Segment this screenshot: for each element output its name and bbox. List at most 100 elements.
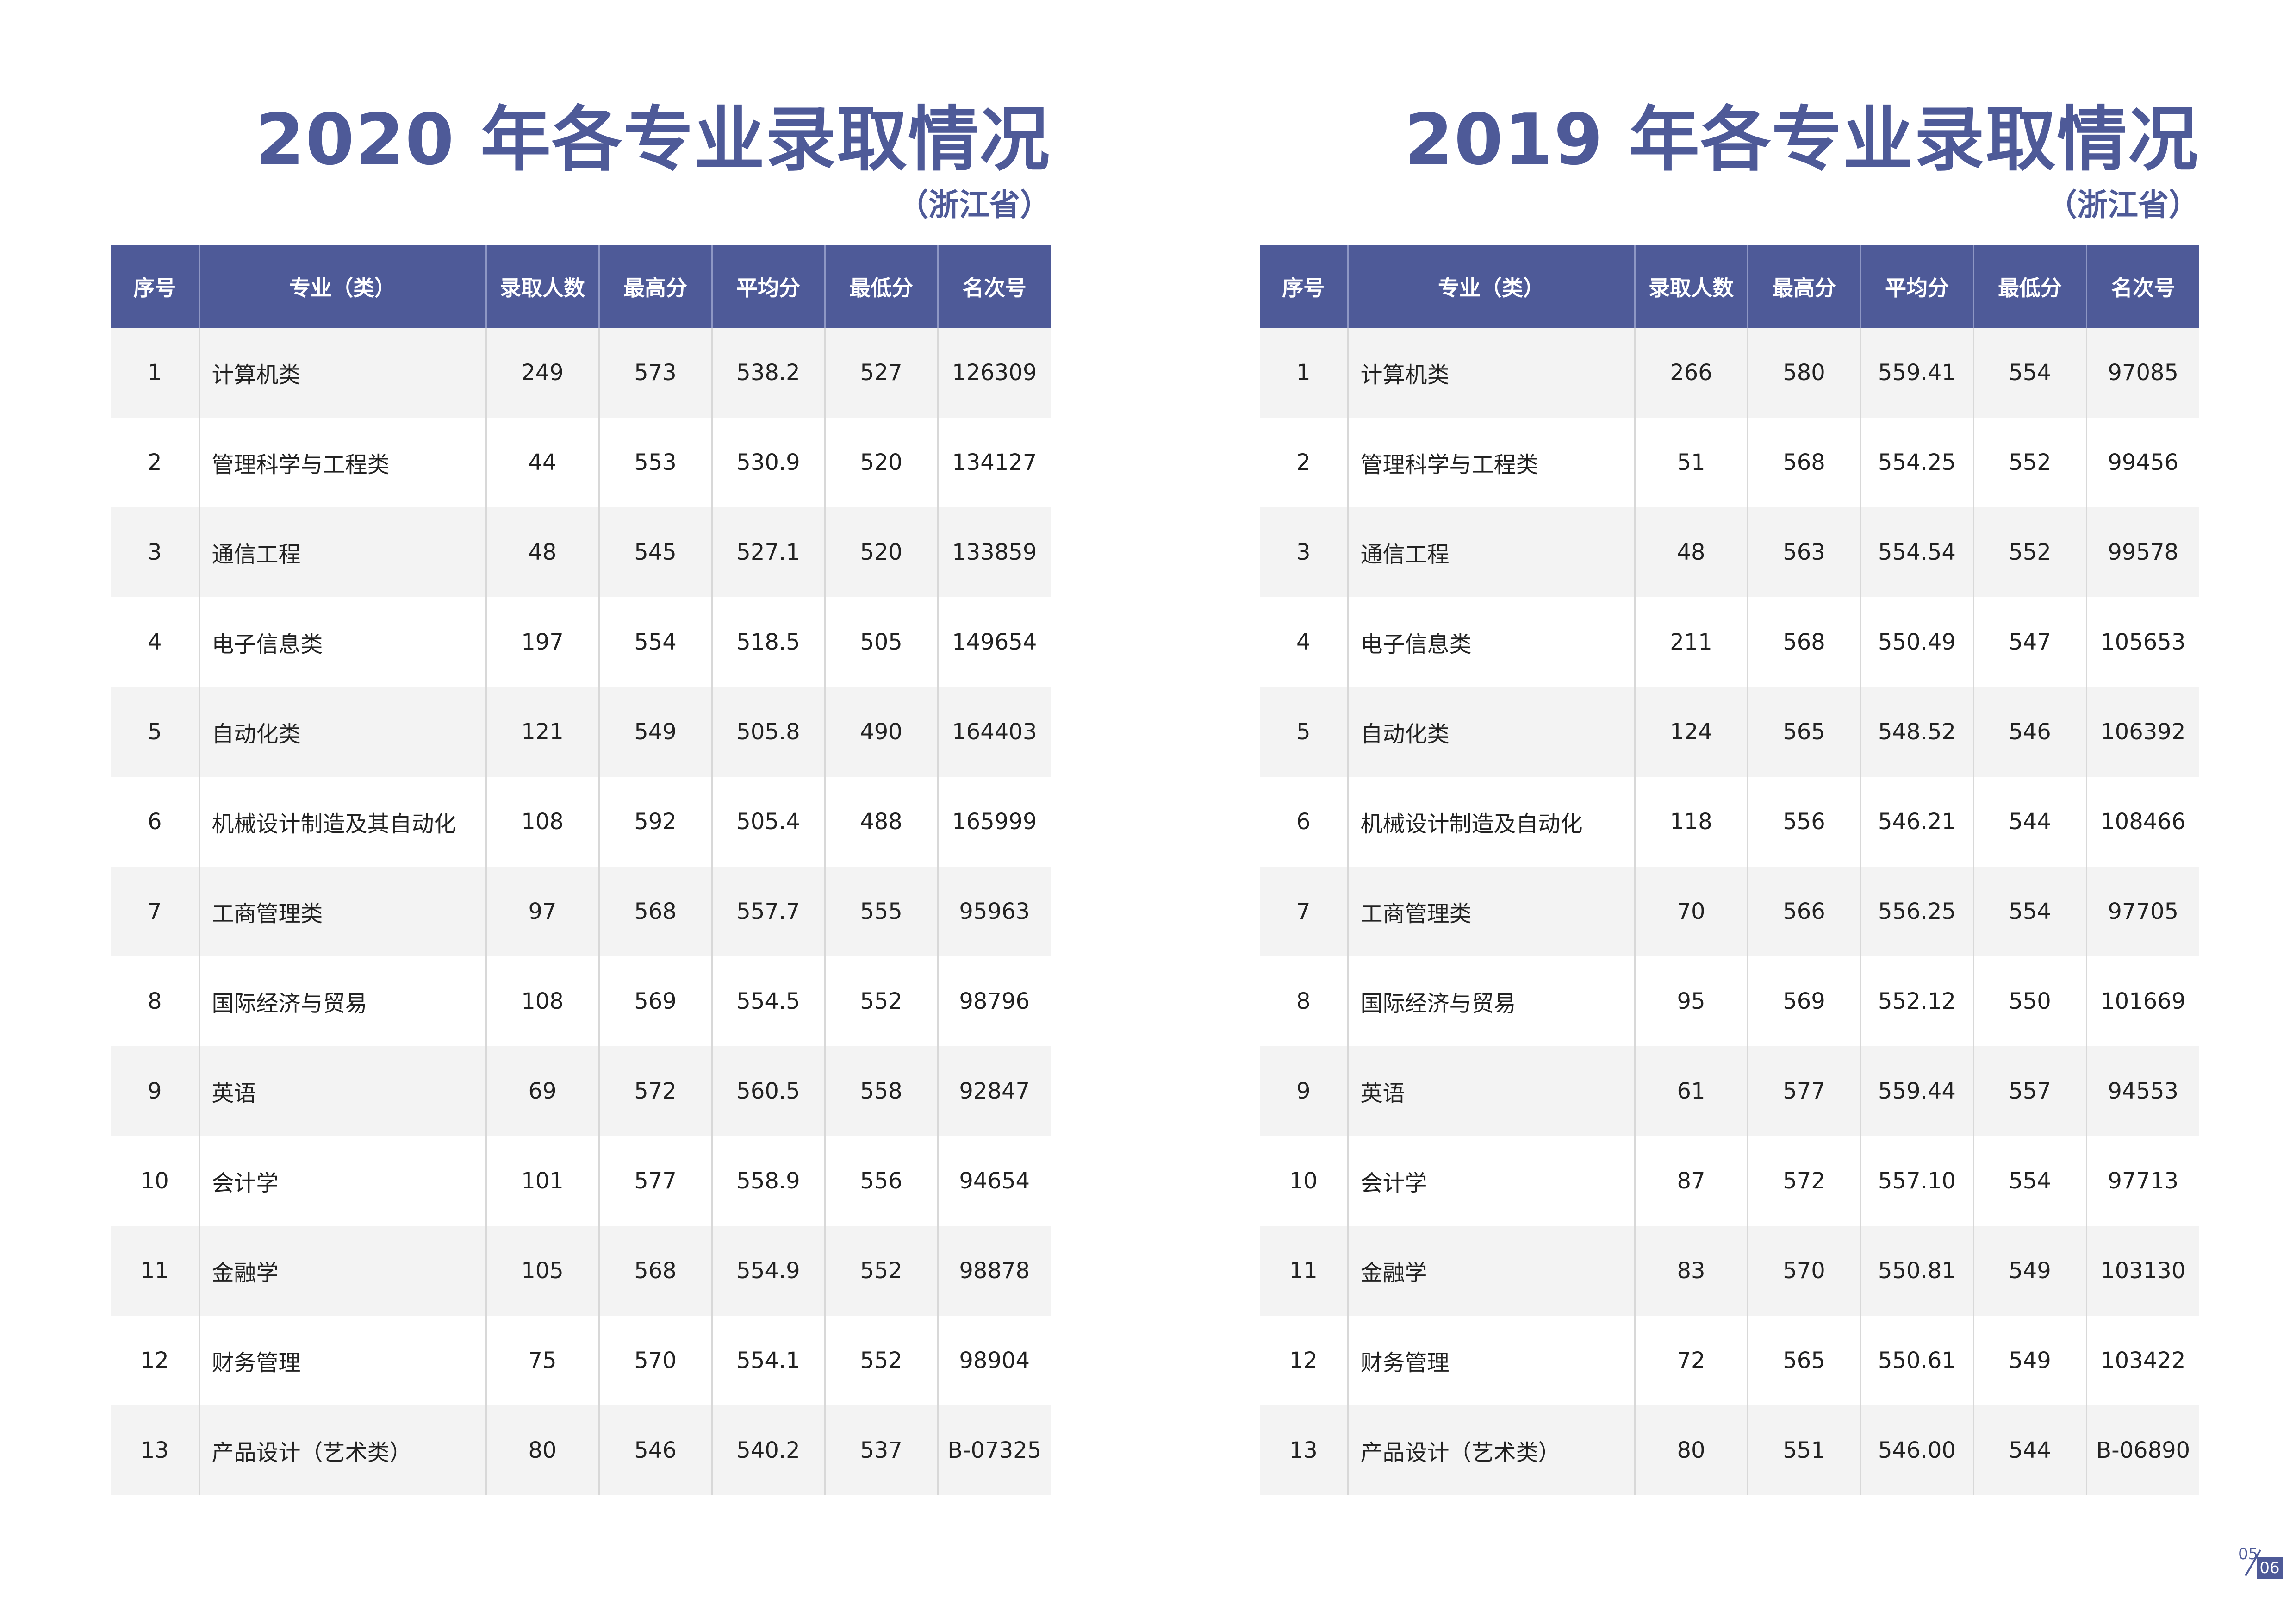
table-cell: 551 [1748, 1405, 1861, 1495]
table-cell: 490 [825, 687, 939, 777]
table-cell: 555 [825, 867, 939, 956]
table-cell: 80 [1635, 1405, 1748, 1495]
column-header: 平均分 [712, 245, 826, 328]
table-cell: 1 [1260, 328, 1349, 418]
table-cell: 556.25 [1860, 867, 1974, 956]
admission-table-2020: 序号 专业（类） 录取人数 最高分 平均分 最低分 名次号 1 计算机类 249 57… [111, 245, 1051, 1495]
table-cell: 通信工程 [199, 507, 487, 597]
table-cell: 电子信息类 [1348, 597, 1636, 687]
table-cell: 118 [1635, 777, 1748, 867]
table-cell: 94553 [2086, 1046, 2199, 1136]
table-cell: 266 [1635, 328, 1748, 418]
column-header: 录取人数 [486, 245, 600, 328]
table-cell: 108 [486, 956, 600, 1046]
table-cell: 1 [111, 328, 200, 418]
table-row: 8 国际经济与贸易 95 569 552.12 550 101669 [1260, 956, 2199, 1046]
table-cell: 通信工程 [1348, 507, 1636, 597]
page-title-2019: 2019 年各专业录取情况 [1404, 99, 2199, 181]
table-row: 3 通信工程 48 545 527.1 520 133859 [111, 507, 1051, 597]
table-cell: 558 [825, 1046, 939, 1136]
table-cell: 105653 [2086, 597, 2199, 687]
table-cell: 机械设计制造及其自动化 [199, 777, 487, 867]
table-cell: 547 [1973, 597, 2087, 687]
table-cell: 577 [1748, 1046, 1861, 1136]
column-header: 最低分 [1973, 245, 2087, 328]
table-row: 4 电子信息类 197 554 518.5 505 149654 [111, 597, 1051, 687]
table-cell: 592 [599, 777, 713, 867]
column-header: 名次号 [2086, 245, 2199, 328]
table-cell: 75 [486, 1316, 600, 1405]
table-cell: 549 [1973, 1226, 2087, 1316]
table-cell: 6 [1260, 777, 1349, 867]
table-cell: 563 [1748, 507, 1861, 597]
table-cell: 133859 [938, 507, 1051, 597]
page-subtitle-2020: （浙江省） [898, 187, 1051, 223]
table-cell: 126309 [938, 328, 1051, 418]
table-body-2019: 1 计算机类 266 580 559.41 554 97085 2 管理科学与工程类 51 568 5… [1260, 328, 2199, 1495]
table-cell: 570 [1748, 1226, 1861, 1316]
table-cell: 573 [599, 328, 713, 418]
table-cell: 557.7 [712, 867, 826, 956]
table-cell: 87 [1635, 1136, 1748, 1226]
column-header: 专业（类） [1348, 245, 1636, 328]
table-cell: 537 [825, 1405, 939, 1495]
page-subtitle-2019: （浙江省） [2047, 187, 2199, 223]
table-cell: 544 [1973, 1405, 2087, 1495]
table-cell: 121 [486, 687, 600, 777]
table-cell: 108466 [2086, 777, 2199, 867]
table-cell: 英语 [199, 1046, 487, 1136]
table-cell: 会计学 [199, 1136, 487, 1226]
table-cell: 99456 [2086, 418, 2199, 507]
table-row: 11 金融学 83 570 550.81 549 103130 [1260, 1226, 2199, 1316]
table-cell: 69 [486, 1046, 600, 1136]
table-cell: 249 [486, 328, 600, 418]
table-cell: 自动化类 [1348, 687, 1636, 777]
table-cell: 2 [1260, 418, 1349, 507]
table-cell: 558.9 [712, 1136, 826, 1226]
table-cell: 505 [825, 597, 939, 687]
table-row: 5 自动化类 124 565 548.52 546 106392 [1260, 687, 2199, 777]
table-cell: 544 [1973, 777, 2087, 867]
table-cell: B-06890 [2086, 1405, 2199, 1495]
table-cell: 48 [486, 507, 600, 597]
table-cell: 会计学 [1348, 1136, 1636, 1226]
table-cell: 8 [111, 956, 200, 1046]
page-number-right: 06 [2257, 1557, 2283, 1579]
table-cell: 527.1 [712, 507, 826, 597]
table-cell: 103130 [2086, 1226, 2199, 1316]
table-cell: 520 [825, 418, 939, 507]
table-cell: 559.41 [1860, 328, 1974, 418]
table-cell: 51 [1635, 418, 1748, 507]
table-cell: 12 [1260, 1316, 1349, 1405]
table-cell: 106392 [2086, 687, 2199, 777]
table-cell: 电子信息类 [199, 597, 487, 687]
table-cell: 554 [1973, 328, 2087, 418]
table-cell: 568 [599, 1226, 713, 1316]
table-cell: 568 [1748, 597, 1861, 687]
table-cell: 552 [1973, 418, 2087, 507]
table-cell: 3 [111, 507, 200, 597]
table-cell: 10 [1260, 1136, 1349, 1226]
table-cell: 3 [1260, 507, 1349, 597]
table-cell: 105 [486, 1226, 600, 1316]
table-cell: 13 [111, 1405, 200, 1495]
column-header: 专业（类） [199, 245, 487, 328]
table-cell: 10 [111, 1136, 200, 1226]
table-cell: 金融学 [1348, 1226, 1636, 1316]
table-cell: 211 [1635, 597, 1748, 687]
table-cell: 财务管理 [199, 1316, 487, 1405]
table-cell: 国际经济与贸易 [1348, 956, 1636, 1046]
table-cell: 99578 [2086, 507, 2199, 597]
table-cell: 124 [1635, 687, 1748, 777]
table-cell: 管理科学与工程类 [199, 418, 487, 507]
table-cell: 527 [825, 328, 939, 418]
table-row: 1 计算机类 249 573 538.2 527 126309 [111, 328, 1051, 418]
table-row: 13 产品设计（艺术类） 80 551 546.00 544 B-06890 [1260, 1405, 2199, 1495]
table-row: 9 英语 69 572 560.5 558 92847 [111, 1046, 1051, 1136]
table-cell: 94654 [938, 1136, 1051, 1226]
table-cell: 70 [1635, 867, 1748, 956]
table-cell: 产品设计（艺术类） [199, 1405, 487, 1495]
table-cell: 2 [111, 418, 200, 507]
table-cell: 554.25 [1860, 418, 1974, 507]
table-cell: B-07325 [938, 1405, 1051, 1495]
